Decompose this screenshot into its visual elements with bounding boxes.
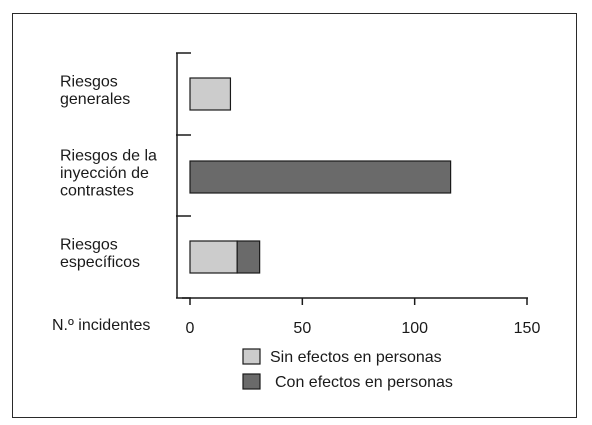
x-ticks: 0 50 100 150 (186, 298, 541, 337)
bar-segment (236, 240, 261, 274)
x-tick-label: 100 (401, 320, 428, 337)
bars (189, 77, 452, 274)
bar-segment (189, 240, 238, 274)
category-labels: Riesgos generales Riesgos de la inyección d… (60, 73, 157, 271)
legend-swatch (242, 348, 261, 365)
x-tick-label: 0 (186, 320, 195, 337)
bar-segment (189, 77, 232, 111)
chart-frame (12, 13, 577, 418)
legend-label: Con efectos en personas (275, 374, 453, 391)
legend-label: Sin efectos en personas (270, 349, 442, 366)
x-tick-label: 50 (293, 320, 311, 337)
category-label: Riesgos de la inyección de contrastes (60, 148, 157, 200)
category-label: Riesgos generales (60, 73, 130, 108)
category-label: Riesgos específicos (60, 236, 140, 271)
axes (176, 52, 528, 299)
x-tick-label: 150 (514, 320, 541, 337)
legend: Sin efectos en personas Con efectos en pe… (242, 348, 453, 391)
x-axis-label: N.º incidentes (52, 317, 150, 334)
bar-segment (189, 160, 452, 194)
legend-swatch (242, 373, 261, 390)
